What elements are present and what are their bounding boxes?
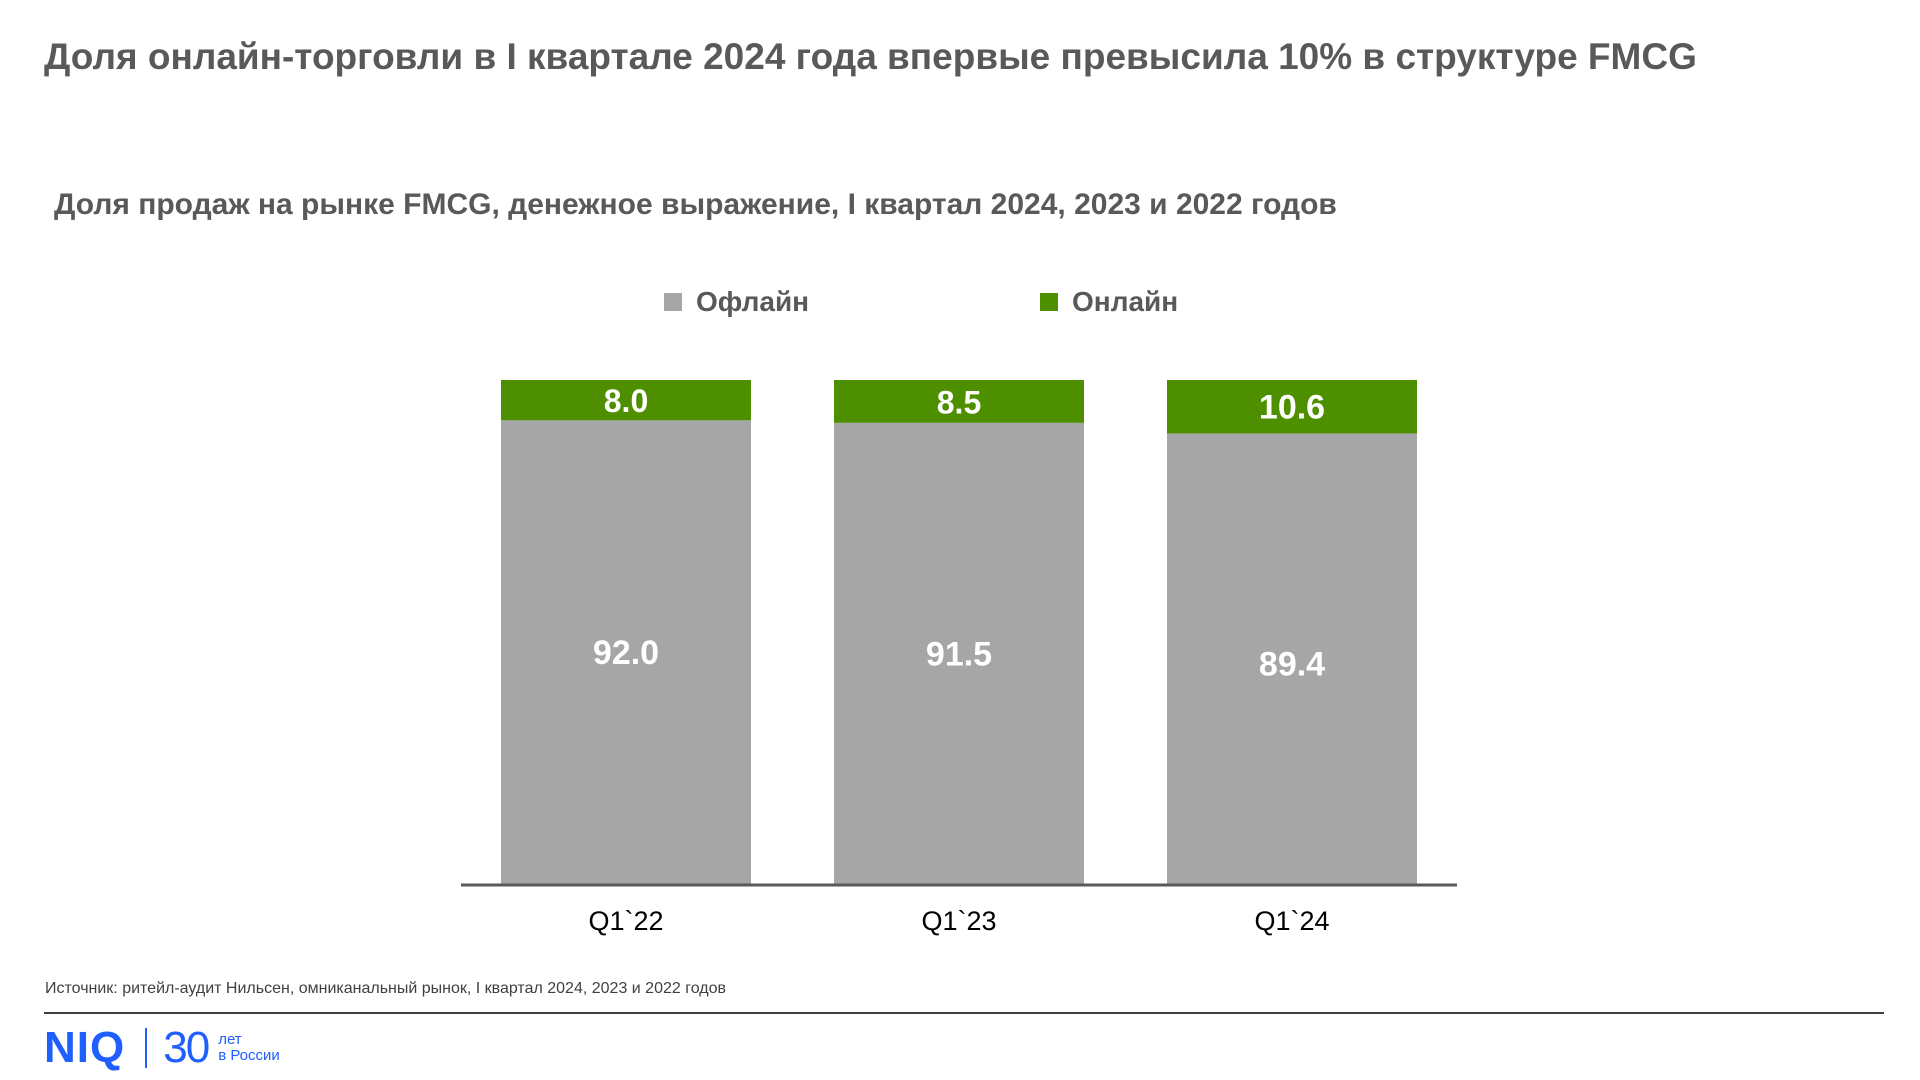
legend-item-online: Онлайн (1040, 286, 1178, 318)
data-label-offline-1: 91.5 (926, 635, 992, 673)
bar-offline-2 (1167, 433, 1417, 884)
legend-swatch-online (1040, 293, 1058, 311)
brand-divider (145, 1028, 148, 1068)
data-label-online-2: 10.6 (1259, 389, 1325, 427)
category-label-0: Q1`22 (588, 906, 663, 936)
bar-offline-1 (834, 422, 1084, 884)
source-note: Источник: ритейл-аудит Нильсен, омникана… (45, 980, 726, 997)
anniversary-caption: лет в России (218, 1032, 280, 1064)
legend-item-offline: Офлайн (664, 286, 809, 318)
chart-legend: Офлайн Онлайн (0, 286, 1920, 326)
brand-logo-block: NIQ 30 лет в России (44, 1022, 280, 1074)
legend-swatch-offline (664, 293, 682, 311)
niq-logo: NIQ (44, 1023, 126, 1072)
legend-label-online: Онлайн (1072, 286, 1179, 317)
page-title: Доля онлайн-торговли в I квартале 2024 г… (44, 36, 1697, 77)
category-label-1: Q1`23 (921, 906, 996, 936)
data-label-offline-2: 89.4 (1259, 646, 1325, 684)
data-label-offline-0: 92.0 (593, 634, 659, 672)
bar-online-0 (501, 380, 751, 421)
stacked-bar-chart: 92.0 8.0 Q1`22 91.5 8.5 Q1`23 89.4 10.6 Q1`24 (461, 380, 1457, 936)
data-label-online-1: 8.5 (937, 384, 981, 420)
bar-online-1 (834, 380, 1084, 423)
category-label-2: Q1`24 (1254, 906, 1329, 936)
anniversary-caption-line1: лет (218, 1031, 242, 1048)
anniversary-caption-line2: в России (218, 1047, 280, 1064)
chart-title: Доля продаж на рынке FMCG, денежное выра… (54, 188, 1337, 221)
data-label-online-0: 8.0 (604, 383, 648, 419)
footer-divider (44, 1012, 1884, 1014)
anniversary-number: 30 (163, 1023, 210, 1072)
bar-online-2 (1167, 380, 1417, 434)
legend-label-offline: Офлайн (696, 286, 810, 317)
bar-offline-0 (501, 420, 751, 884)
